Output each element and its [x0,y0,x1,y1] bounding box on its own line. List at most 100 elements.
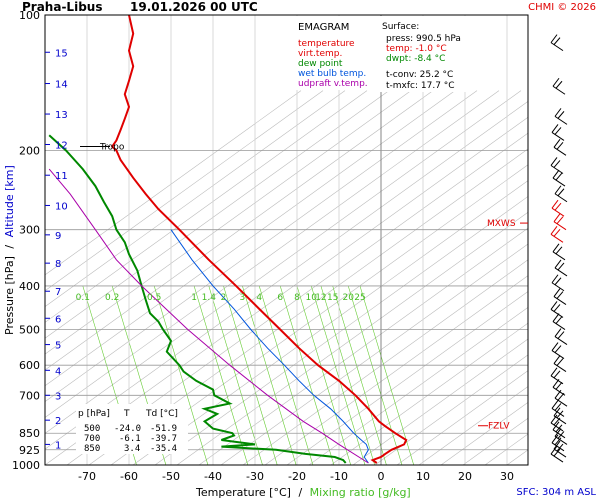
pressure-tick-label: 700 [19,389,40,402]
x-axis-label-sep: / [298,486,302,499]
wind-barb [551,124,565,141]
adiabat-line [132,180,528,465]
adiabat-line [374,354,528,465]
mixing-ratio-label: 0.5 [147,293,161,303]
mixing-ratio-label: 10 [306,293,318,303]
x-axis-label-temp: Temperature [°C] [195,486,291,499]
adiabat-line [45,90,434,371]
adiabat-line [45,101,528,450]
pressure-tick-label: 1000 [12,459,40,472]
x-axis-label-mixing: Mixing ratio [g/kg] [310,486,411,499]
adiabat-line [154,196,528,465]
legend-updraft: udpraft v.temp. [298,79,368,89]
mixing-ratio-label: 4 [256,293,262,303]
pressure-tick-label: 500 [19,324,40,337]
mixing-ratio-line [320,285,375,465]
adiabat-line [45,90,456,387]
plot-area [45,15,528,465]
legend-wet-bulb: wet bulb temp. [298,69,366,79]
wind-barb [550,301,564,318]
altitude-tick-label: 3 [55,391,61,402]
temperature-tick-label: 20 [458,470,472,483]
credit-text: CHMI © 2026 [528,2,596,13]
series-dew-point-line [48,134,347,464]
wind-barb [551,400,565,417]
adiabat-line [264,275,528,465]
adiabat-line [45,90,324,292]
mixing-ratio-line [193,285,249,465]
altitude-tick-label: 5 [55,341,61,352]
pressure-tick-label: 850 [19,427,40,440]
temperature-tick-label: -70 [78,470,96,483]
legend-virt-temp: virt.temp. [298,49,342,59]
mixing-ratio-label: 0.1 [76,293,90,303]
temperature-tick-label: -50 [162,470,180,483]
wind-barb [550,445,564,463]
wind-barbs [550,34,568,463]
altitude-tick-label: 9 [55,231,61,242]
altitude-tick-label: 10 [55,201,68,212]
wind-barb [552,421,566,439]
surface-tconv: t-conv: 25.2 °C [386,70,453,80]
surface-title: Surface: [382,22,419,32]
mixing-ratio-label: 6 [277,293,283,303]
adiabat-line [396,370,528,465]
y-axis-label-pressure: Pressure [hPa] [3,256,16,335]
wind-barb [551,342,565,359]
table-row-500-t: -24.0 [114,424,141,434]
adiabat-line [88,148,528,465]
table-row-700-t: -6.1 [119,434,141,444]
pressure-tick-label: 100 [19,9,40,22]
adiabat-line [45,90,302,276]
table-header-p: p [hPa] [78,409,110,419]
wind-barb [551,434,565,452]
table-header-t: T [123,409,130,419]
series-udpraft-v-temp--line [48,168,369,464]
mxws-label: MXWS [487,219,516,229]
wind-barb [552,243,566,261]
legend-box [294,16,376,90]
altitude-tick-label: 4 [55,366,61,377]
altitude-tick-label: 15 [55,48,68,59]
table-row-850-t: 3.4 [124,444,140,454]
wind-barb [552,169,566,187]
mixing-ratio-line [223,285,278,465]
plot-border [44,14,529,466]
mixing-ratio-label: 1 [191,293,197,303]
mixing-ratio-label: 20 [343,293,355,303]
table-row-850-td: -35.4 [150,444,177,454]
wind-barb [553,288,567,305]
table-header-td: Td [°C] [145,409,178,419]
wind-barb [554,259,568,277]
mixing-ratio-label: 15 [327,293,338,303]
pressure-tick-label: 200 [19,144,40,157]
mixing-ratio-line [242,285,297,465]
mixing-ratio-label: 2 [221,293,227,303]
legend-title: EMAGRAM [298,22,349,33]
altitude-tick-label: 14 [55,80,68,91]
surface-dwpt: dwpt: -8.4 °C [386,54,445,64]
sfc-altitude-label: SFC: 304 m ASL [516,487,596,498]
mixing-ratio-label: 1.4 [202,293,217,303]
temperature-tick-label: -60 [120,470,138,483]
altitude-tick-label: 12 [55,141,68,152]
adiabat-line [176,211,528,465]
altitude-tick-label: 2 [55,416,61,427]
series-temperature-line [110,15,408,464]
wind-barb [550,157,564,174]
wind-barb [554,428,568,445]
series-wet-bulb-temp--line [170,229,369,464]
adiabat-line [352,338,528,465]
adiabat-line [418,386,528,465]
wind-barb [553,213,567,231]
mixing-ratio-line [153,285,209,465]
y-axis-label-altitude: Altitude [km] [3,165,16,237]
mixing-ratio-label: 25 [354,293,365,303]
wind-barb [551,274,565,292]
wind-barb [554,328,568,345]
wind-barb [553,355,567,372]
adiabat-line [242,259,528,465]
altitude-tick-label: 13 [55,110,68,121]
wind-barb [550,414,564,432]
tropopause-label: Tropo [99,143,125,153]
